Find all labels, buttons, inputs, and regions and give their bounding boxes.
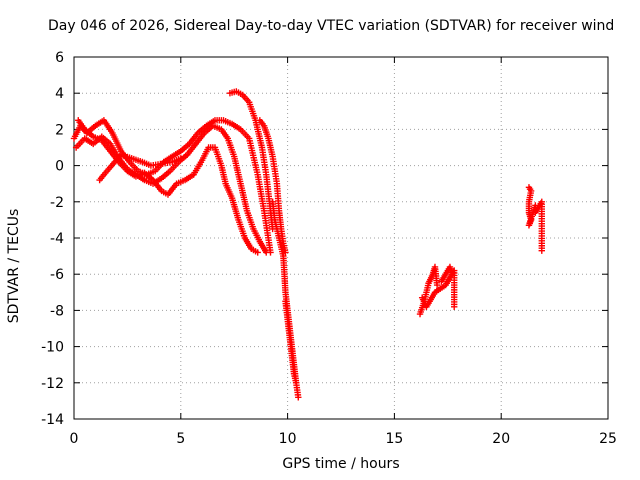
series-track-9 xyxy=(416,263,441,318)
y-tick-label: -14 xyxy=(41,412,64,428)
y-tick-label: 4 xyxy=(55,86,64,102)
chart-title: Day 046 of 2026, Sidereal Day-to-day VTE… xyxy=(48,18,615,34)
y-axis-label: SDTVAR / TECUs xyxy=(6,208,22,324)
data-point xyxy=(448,271,456,278)
data-point xyxy=(292,379,300,386)
y-tick-label: -10 xyxy=(41,340,64,356)
y-tick-label: -4 xyxy=(50,231,64,247)
series-track-7 xyxy=(282,298,300,386)
series-track-8 xyxy=(96,151,184,184)
series-track-11 xyxy=(438,263,456,285)
x-tick-label: 5 xyxy=(176,431,185,447)
data-point xyxy=(538,247,545,254)
y-tick-label: 0 xyxy=(55,159,64,175)
grid-lines xyxy=(74,57,608,419)
x-tick-label: 15 xyxy=(385,431,403,447)
series-track-12 xyxy=(525,184,545,254)
series-track-5 xyxy=(256,117,289,256)
y-tick-label: 2 xyxy=(55,122,64,138)
data-point xyxy=(263,249,270,256)
y-tick-label: -2 xyxy=(50,195,64,211)
series-track-4 xyxy=(226,88,276,233)
x-tick-label: 25 xyxy=(599,431,617,447)
x-tick-label: 20 xyxy=(492,431,510,447)
data-point xyxy=(433,281,441,289)
data-point xyxy=(177,155,184,162)
x-axis-label: GPS time / hours xyxy=(282,456,400,472)
y-axis-label-wrap: SDTVAR / TECUs xyxy=(4,166,24,366)
y-tick-label: -6 xyxy=(50,267,64,283)
data-point xyxy=(295,394,302,401)
data-point xyxy=(451,303,458,310)
data-point xyxy=(254,249,261,256)
y-tick-label: 6 xyxy=(55,50,64,66)
x-tick-label: 0 xyxy=(70,431,79,447)
x-tick-label: 10 xyxy=(279,431,297,447)
y-tick-label: -12 xyxy=(41,376,64,392)
y-tick-label: -8 xyxy=(50,303,64,319)
data-series xyxy=(70,88,545,401)
